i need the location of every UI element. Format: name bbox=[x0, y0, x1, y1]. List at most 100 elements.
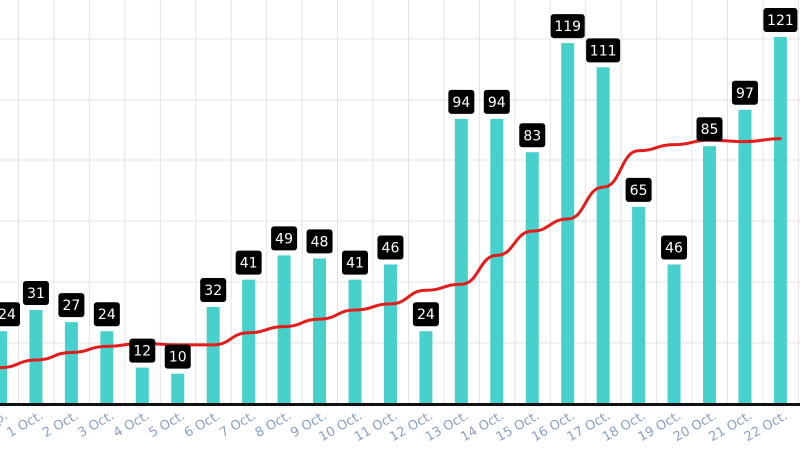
x-tick-label: 4 Oct. bbox=[111, 408, 152, 440]
data-label-box bbox=[93, 302, 120, 327]
data-label-text: 94 bbox=[452, 95, 470, 111]
data-label: 24 bbox=[412, 302, 439, 327]
bar bbox=[135, 367, 149, 404]
data-label-text: 46 bbox=[665, 240, 683, 256]
data-label: 111 bbox=[586, 38, 621, 63]
data-label: 24 bbox=[0, 302, 20, 327]
data-label: 48 bbox=[306, 229, 333, 254]
x-tick-labels-group: 30 Sep.1 Oct.2 Oct.3 Oct.4 Oct.5 Oct.6 O… bbox=[0, 408, 790, 446]
bar bbox=[277, 255, 291, 404]
data-label: 24 bbox=[93, 302, 120, 327]
bar bbox=[632, 206, 646, 404]
data-label: 85 bbox=[696, 117, 723, 142]
data-label: 121 bbox=[763, 8, 798, 32]
bar bbox=[64, 322, 78, 404]
bar bbox=[100, 331, 114, 404]
data-label-text: 41 bbox=[346, 256, 364, 272]
data-label-text: 97 bbox=[736, 86, 754, 102]
bar bbox=[383, 264, 397, 404]
bar bbox=[242, 279, 256, 404]
data-label: 49 bbox=[271, 226, 298, 251]
data-label-box bbox=[661, 235, 688, 260]
data-label-text: 10 bbox=[169, 350, 187, 366]
bar bbox=[490, 118, 504, 404]
data-label-text: 46 bbox=[382, 240, 400, 256]
data-label: 46 bbox=[661, 235, 688, 260]
data-label-box bbox=[58, 293, 85, 318]
data-label-text: 24 bbox=[98, 307, 116, 323]
data-label: 46 bbox=[377, 235, 404, 260]
data-label-text: 12 bbox=[133, 344, 151, 360]
data-label-box bbox=[342, 250, 368, 275]
bar bbox=[703, 146, 716, 405]
data-label-box bbox=[235, 250, 262, 275]
bar bbox=[596, 67, 610, 405]
data-label-box bbox=[763, 8, 798, 32]
x-tick-label: 8 Oct. bbox=[253, 408, 294, 440]
data-label-box bbox=[271, 226, 298, 251]
data-label-text: 65 bbox=[630, 183, 648, 199]
data-label-box bbox=[731, 80, 758, 105]
x-tick-label: 2 Oct. bbox=[40, 408, 81, 440]
data-label-text: 32 bbox=[204, 283, 222, 299]
bar bbox=[348, 279, 362, 404]
data-label-text: 49 bbox=[275, 231, 293, 247]
data-label: 32 bbox=[200, 277, 227, 302]
data-labels-group: 24 31 27 24 12 10 32 41 49 48 41 46 24 94 94 83 119 111 65… bbox=[0, 8, 798, 369]
bar bbox=[525, 152, 539, 404]
data-label-box bbox=[448, 89, 475, 114]
data-label: 41 bbox=[342, 250, 368, 275]
data-label: 12 bbox=[129, 338, 156, 363]
bar bbox=[561, 43, 575, 405]
data-label-box bbox=[586, 38, 621, 63]
data-label-text: 111 bbox=[590, 43, 617, 59]
data-label-box bbox=[0, 302, 20, 327]
data-label: 41 bbox=[235, 250, 262, 275]
data-label-text: 48 bbox=[311, 234, 329, 250]
x-tick-label: 3 Oct. bbox=[76, 408, 117, 440]
data-label-text: 31 bbox=[27, 286, 45, 302]
x-tick-label: 6 Oct. bbox=[182, 408, 223, 440]
data-label-box bbox=[129, 338, 156, 363]
x-tick-label: 5 Oct. bbox=[146, 408, 187, 440]
data-label-text: 85 bbox=[701, 122, 719, 138]
data-label-box bbox=[377, 235, 404, 260]
data-label-box bbox=[306, 229, 333, 254]
bar bbox=[29, 309, 43, 404]
data-label-box bbox=[625, 177, 652, 202]
bar bbox=[419, 331, 433, 404]
bar bbox=[773, 37, 787, 404]
data-label-box bbox=[164, 344, 191, 369]
data-label-box bbox=[22, 280, 49, 305]
bar bbox=[667, 264, 681, 404]
data-label-text: 83 bbox=[523, 128, 541, 144]
data-label-text: 41 bbox=[240, 256, 258, 272]
bar bbox=[206, 306, 220, 404]
bar bbox=[313, 258, 327, 404]
data-label-box bbox=[483, 89, 510, 114]
data-label: 10 bbox=[164, 344, 191, 369]
bar bbox=[738, 109, 752, 404]
data-label-text: 119 bbox=[554, 19, 581, 35]
x-tick-label: 7 Oct. bbox=[217, 408, 258, 440]
data-label: 83 bbox=[519, 123, 546, 148]
data-label: 31 bbox=[22, 280, 49, 305]
data-label: 97 bbox=[731, 80, 758, 105]
x-tick-label: 1 Oct. bbox=[5, 408, 46, 440]
data-label-box bbox=[200, 277, 227, 302]
data-label: 94 bbox=[483, 89, 510, 114]
data-label-box bbox=[550, 14, 585, 39]
data-label-text: 24 bbox=[0, 307, 16, 323]
data-label: 27 bbox=[58, 293, 85, 318]
data-label-box bbox=[412, 302, 439, 327]
data-label: 94 bbox=[448, 89, 475, 114]
data-label-text: 94 bbox=[488, 95, 506, 111]
data-label-text: 121 bbox=[767, 13, 794, 29]
bar bbox=[454, 118, 468, 404]
data-label-text: 24 bbox=[417, 307, 435, 323]
data-label: 119 bbox=[550, 14, 585, 39]
data-label-box bbox=[519, 123, 546, 148]
data-label-text: 27 bbox=[62, 298, 80, 314]
bar bbox=[171, 373, 185, 404]
